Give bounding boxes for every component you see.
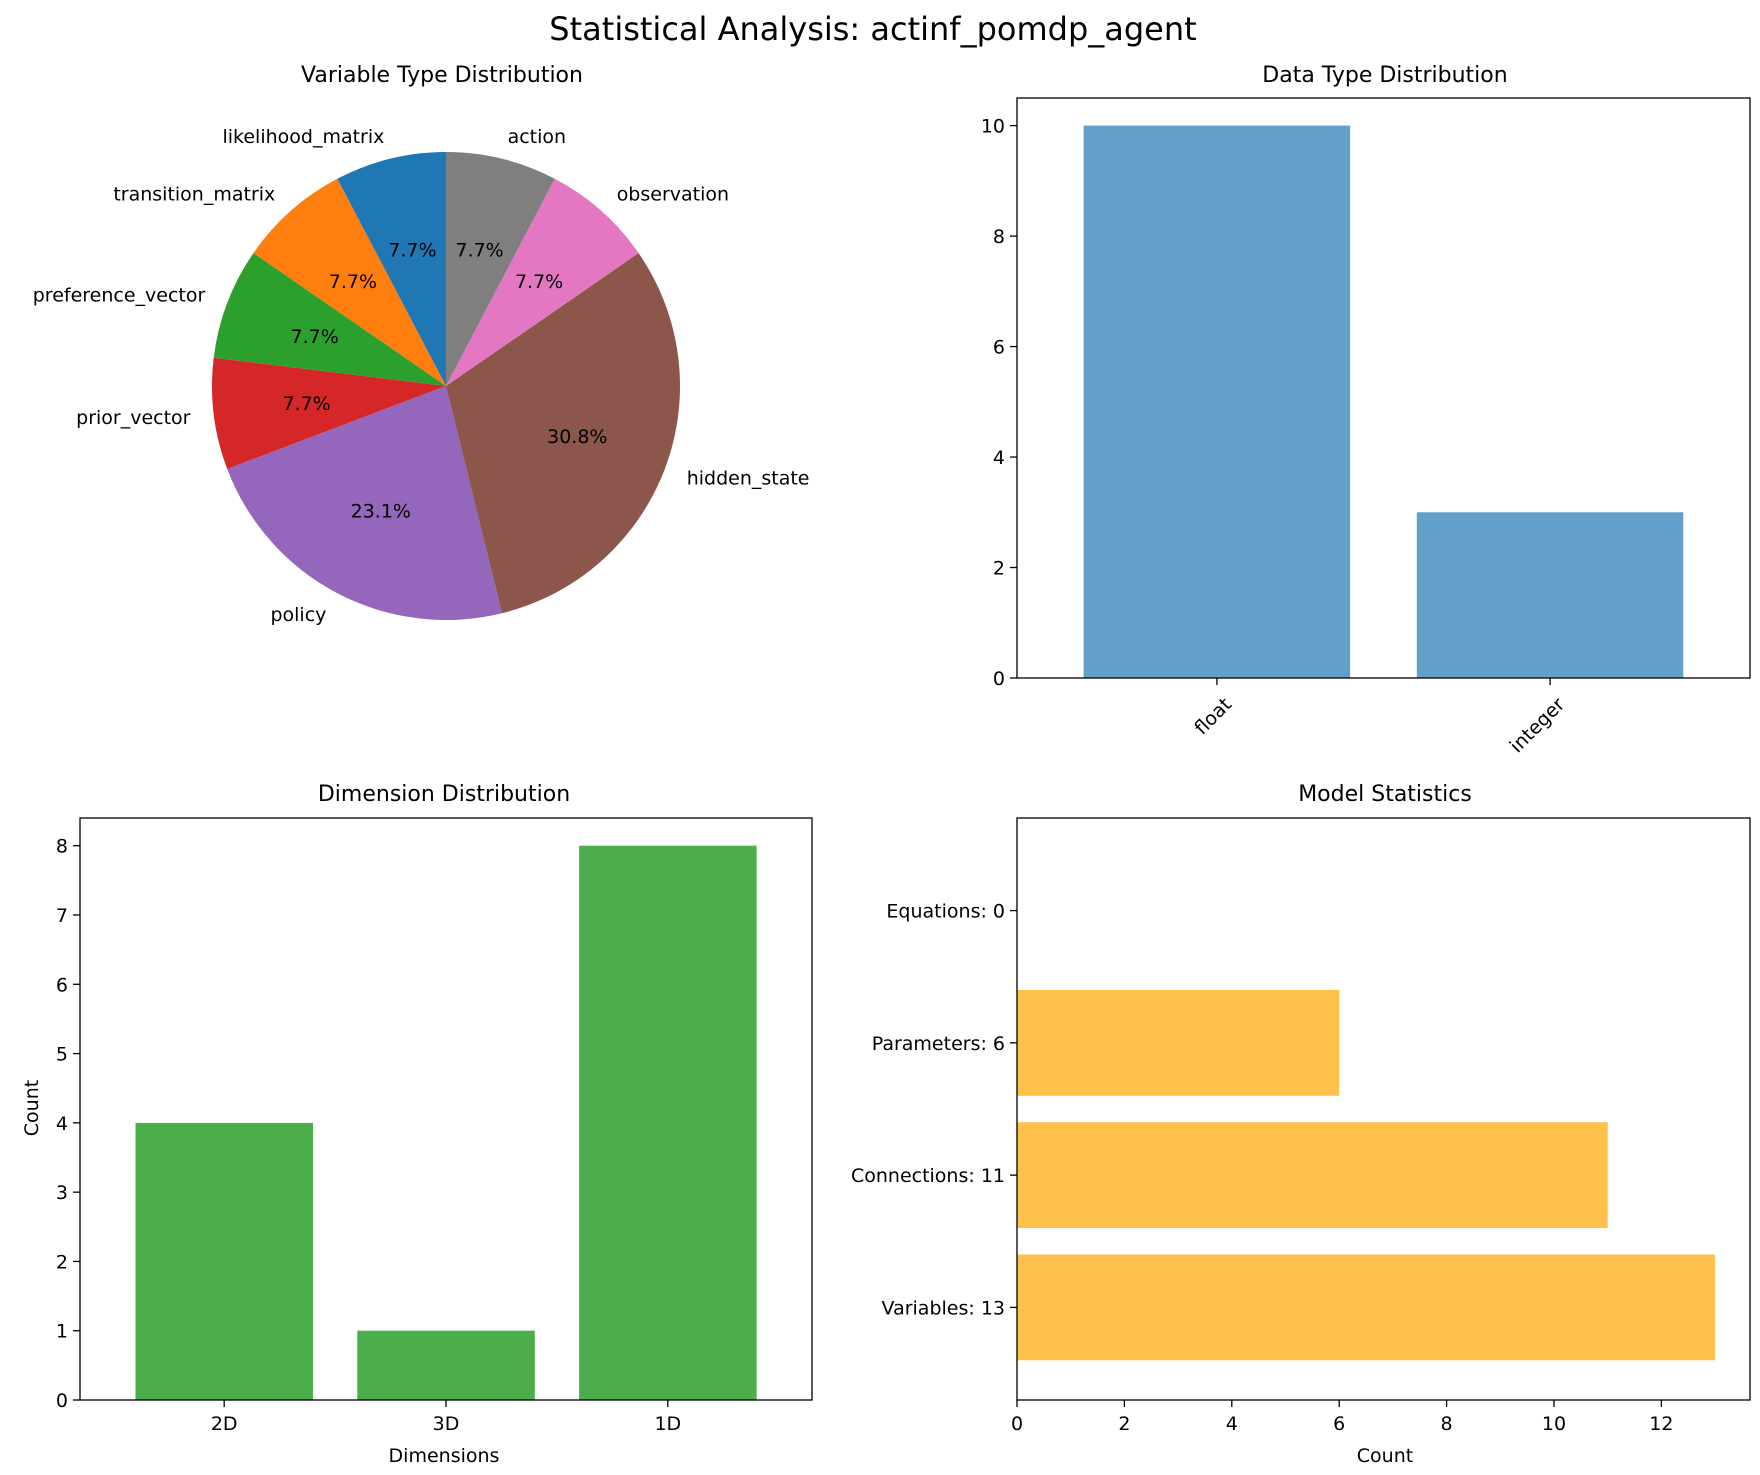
plot-frame bbox=[1016, 817, 1751, 1401]
pie-slice-observation bbox=[446, 178, 639, 386]
pie-category-label: observation bbox=[617, 183, 729, 205]
bar-integer bbox=[1416, 512, 1684, 678]
pie-category-label: policy bbox=[270, 604, 326, 626]
x-tick-label: 2D bbox=[211, 1413, 238, 1435]
pie-category-label: prior_vector bbox=[76, 407, 191, 429]
pie-slice-action bbox=[446, 152, 555, 386]
pie-chart-panel: Variable Type Distribution 7.7% likelihoo… bbox=[33, 63, 810, 626]
data-type-chart-title: Data Type Distribution bbox=[1262, 63, 1507, 88]
dimension-chart-panel: Dimension Distribution Dimensions Count … bbox=[21, 782, 813, 1467]
bar-float bbox=[1083, 125, 1351, 679]
y-tick-label: Variables: 13 bbox=[882, 1297, 1005, 1319]
y-tick-label: 2 bbox=[56, 1251, 68, 1273]
y-tick-label: 2 bbox=[993, 558, 1005, 580]
pie-category-label: action bbox=[508, 126, 566, 148]
dimension-plot: 2D 3D 1D 0 1 2 3 4 5 6 7 8 bbox=[56, 817, 813, 1435]
data-type-chart-panel: Data Type Distribution float integer 0 2 4 6 8… bbox=[981, 63, 1751, 757]
model-statistics-x-axis-label: Count bbox=[1357, 1445, 1413, 1467]
y-tick-label: 6 bbox=[993, 337, 1005, 359]
y-tick-label: 6 bbox=[56, 974, 68, 996]
y-tick-label: 1 bbox=[56, 1321, 68, 1343]
pie-slice-policy bbox=[227, 386, 502, 620]
pie-chart-title: Variable Type Distribution bbox=[301, 63, 583, 88]
x-tick-label: 2 bbox=[1118, 1413, 1130, 1435]
y-tick-label: 8 bbox=[56, 836, 68, 858]
pie-percent-label: 7.7% bbox=[291, 326, 339, 348]
y-tick-label: 3 bbox=[56, 1182, 68, 1204]
bar-Variables: 13 bbox=[1017, 1254, 1716, 1361]
bar-3D bbox=[357, 1330, 535, 1400]
model-statistics-chart-panel: Model Statistics Count Variables: 13 Conn… bbox=[851, 782, 1751, 1467]
x-tick-label: float bbox=[1190, 694, 1236, 740]
pie-slices bbox=[212, 152, 681, 620]
pie-category-label: likelihood_matrix bbox=[222, 126, 384, 148]
x-tick-label: 3D bbox=[433, 1413, 460, 1435]
pie-percent-label: 23.1% bbox=[351, 500, 411, 522]
y-tick-label: 10 bbox=[981, 116, 1005, 138]
x-tick-label: 0 bbox=[1011, 1413, 1023, 1435]
pie-slice-likelihood_matrix bbox=[337, 152, 446, 386]
y-tick-label: 8 bbox=[993, 226, 1005, 248]
x-tick-label: 8 bbox=[1441, 1413, 1453, 1435]
y-tick-label: 4 bbox=[56, 1113, 68, 1135]
bar-Parameters: 6 bbox=[1017, 990, 1340, 1096]
pie-percent-label: 7.7% bbox=[282, 393, 330, 415]
y-tick-label: Connections: 11 bbox=[851, 1165, 1005, 1187]
bar-1D bbox=[579, 845, 757, 1400]
dimension-y-axis-label: Count bbox=[21, 1080, 43, 1136]
y-tick-label: 0 bbox=[993, 668, 1005, 690]
model-statistics-chart-title: Model Statistics bbox=[1298, 782, 1472, 807]
pie-percent-label: 7.7% bbox=[455, 240, 503, 262]
pie-percent-label: 7.7% bbox=[388, 240, 436, 262]
y-tick-label: 5 bbox=[56, 1044, 68, 1066]
y-tick-label: Equations: 0 bbox=[886, 901, 1005, 923]
y-tick-label: 4 bbox=[993, 447, 1005, 469]
bar-2D bbox=[135, 1122, 313, 1400]
model-statistics-plot: Variables: 13 Connections: 11 Parameters: … bbox=[851, 817, 1751, 1435]
pie-percent-label: 7.7% bbox=[329, 271, 377, 293]
pie-slice-transition_matrix bbox=[253, 178, 446, 386]
plot-frame bbox=[79, 817, 813, 1401]
figure-title: Statistical Analysis: actinf_pomdp_agent bbox=[549, 10, 1196, 48]
pie-percent-label: 7.7% bbox=[515, 271, 563, 293]
dimension-chart-title: Dimension Distribution bbox=[318, 782, 570, 807]
pie-labels: 7.7% likelihood_matrix 7.7% transition_matr… bbox=[33, 126, 810, 626]
pie-category-label: transition_matrix bbox=[113, 183, 275, 205]
x-tick-label: 4 bbox=[1226, 1413, 1238, 1435]
pie-slice-prior_vector bbox=[212, 357, 446, 469]
pie-slice-preference_vector bbox=[213, 253, 446, 386]
y-tick-label: 7 bbox=[56, 905, 68, 927]
x-tick-label: 12 bbox=[1649, 1413, 1673, 1435]
x-tick-label: 10 bbox=[1542, 1413, 1566, 1435]
pie-category-label: preference_vector bbox=[33, 285, 206, 307]
plot-frame bbox=[1016, 97, 1751, 679]
pie-slice-hidden_state bbox=[446, 253, 681, 614]
data-type-plot: float integer 0 2 4 6 8 10 bbox=[981, 97, 1751, 757]
pie-category-label: hidden_state bbox=[687, 467, 810, 489]
bar-Connections: 11 bbox=[1017, 1122, 1608, 1228]
y-tick-label: Parameters: 6 bbox=[872, 1033, 1005, 1055]
x-tick-label: 1D bbox=[654, 1413, 681, 1435]
pie-percent-label: 30.8% bbox=[547, 426, 607, 448]
x-tick-label: 6 bbox=[1333, 1413, 1345, 1435]
y-tick-label: 0 bbox=[56, 1390, 68, 1412]
x-tick-label: integer bbox=[1506, 693, 1570, 757]
dimension-x-axis-label: Dimensions bbox=[389, 1445, 500, 1467]
